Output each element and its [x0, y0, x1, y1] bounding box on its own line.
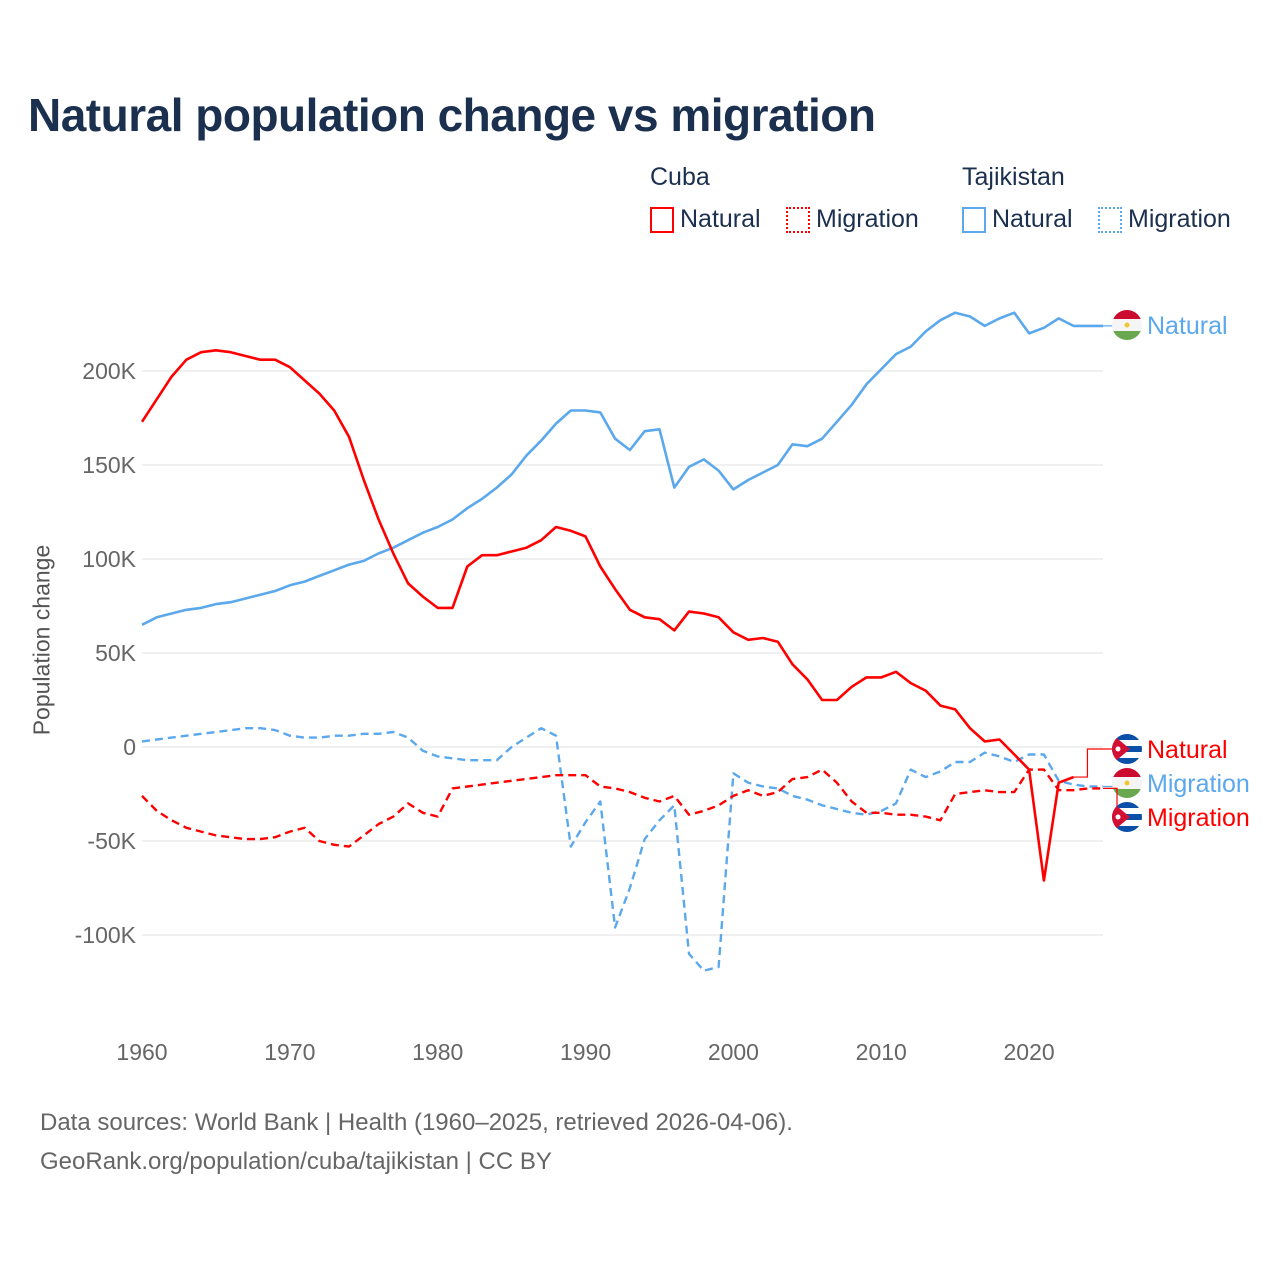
legend-label: Migration: [816, 205, 919, 233]
x-tick-label: 1960: [116, 1039, 167, 1065]
footer-sources: Data sources: World Bank | Health (1960–…: [40, 1109, 793, 1136]
y-tick-label: 150K: [82, 452, 136, 478]
legend-swatch-solid-blue: [962, 206, 986, 233]
flag-stripe: [1112, 758, 1142, 764]
flag-crown: [1124, 322, 1130, 328]
flag-stripe: [1112, 826, 1142, 832]
flag-stripe: [1112, 734, 1142, 740]
flag-star: [1115, 746, 1121, 752]
y-tick-label: 50K: [95, 640, 137, 666]
legend: Cuba Natural Migration Tajikistan Natura…: [0, 0, 1280, 250]
end-label-tajikistan-natural: Natural: [1147, 312, 1228, 340]
flag-stripe-red: [1112, 768, 1142, 777]
series-line-tajikistan-migration: [141, 727, 1103, 972]
legend-swatch-dotted-blue: [1098, 206, 1122, 233]
legend-label: Natural: [680, 205, 761, 233]
flag-body: [1112, 768, 1142, 798]
y-tick-label: -100K: [75, 922, 137, 948]
flag-tajikistan-icon: [1112, 768, 1142, 798]
flag-body: [1112, 310, 1142, 340]
flag-stripe-green: [1112, 331, 1142, 340]
flag-cuba-icon: [1112, 734, 1142, 764]
flag-crown: [1124, 780, 1130, 786]
legend-item-tajikistan-migration[interactable]: Migration: [1098, 205, 1231, 234]
chart-title: Natural population change vs migration: [28, 89, 876, 141]
series-line-tajikistan-natural: [141, 311, 1103, 626]
legend-item-tajikistan-natural[interactable]: Natural: [962, 205, 1073, 234]
flag-stripe-red: [1112, 310, 1142, 319]
x-tick-label: 2010: [856, 1039, 907, 1065]
y-tick-label: 0: [123, 734, 136, 760]
y-tick-label: 100K: [82, 546, 136, 572]
legend-label: Migration: [1128, 205, 1231, 233]
legend-swatch-solid-red: [650, 206, 674, 233]
end-label-cuba-migration: Migration: [1147, 804, 1250, 832]
y-tick-label: -50K: [87, 828, 136, 854]
flag-star: [1115, 814, 1121, 820]
flag-triangle: [1112, 802, 1130, 832]
flag-body: [1112, 734, 1142, 764]
label-connector: [1073, 748, 1112, 778]
legend-item-cuba-migration[interactable]: Migration: [786, 205, 919, 234]
x-tick-label: 1980: [412, 1039, 463, 1065]
flag-stripe-green: [1112, 789, 1142, 798]
end-label-tajikistan-migration: Migration: [1147, 770, 1250, 798]
flag-triangle: [1112, 734, 1130, 764]
flag-tajikistan-icon: [1112, 310, 1142, 340]
x-tick-label: 1970: [264, 1039, 315, 1065]
x-tick-label: 1990: [560, 1039, 611, 1065]
flag-stripe: [1112, 802, 1142, 808]
footer-link[interactable]: GeoRank.org/population/cuba/tajikistan |…: [40, 1148, 552, 1175]
x-tick-label: 2000: [708, 1039, 759, 1065]
end-label-cuba-natural: Natural: [1147, 736, 1228, 764]
legend-item-cuba-natural[interactable]: Natural: [650, 205, 761, 234]
series-line-cuba-natural: [140, 348, 1074, 882]
legend-group-tajikistan: Tajikistan: [962, 163, 1065, 191]
y-tick-label: 200K: [82, 358, 136, 384]
flag-cuba-icon: [1112, 802, 1142, 832]
flag-body: [1112, 802, 1142, 832]
legend-group-cuba: Cuba: [650, 163, 710, 191]
legend-label: Natural: [992, 205, 1073, 233]
series-line-cuba-migration: [141, 768, 1103, 848]
legend-swatch-dotted-red: [786, 206, 810, 233]
x-tick-label: 2020: [1004, 1039, 1055, 1065]
